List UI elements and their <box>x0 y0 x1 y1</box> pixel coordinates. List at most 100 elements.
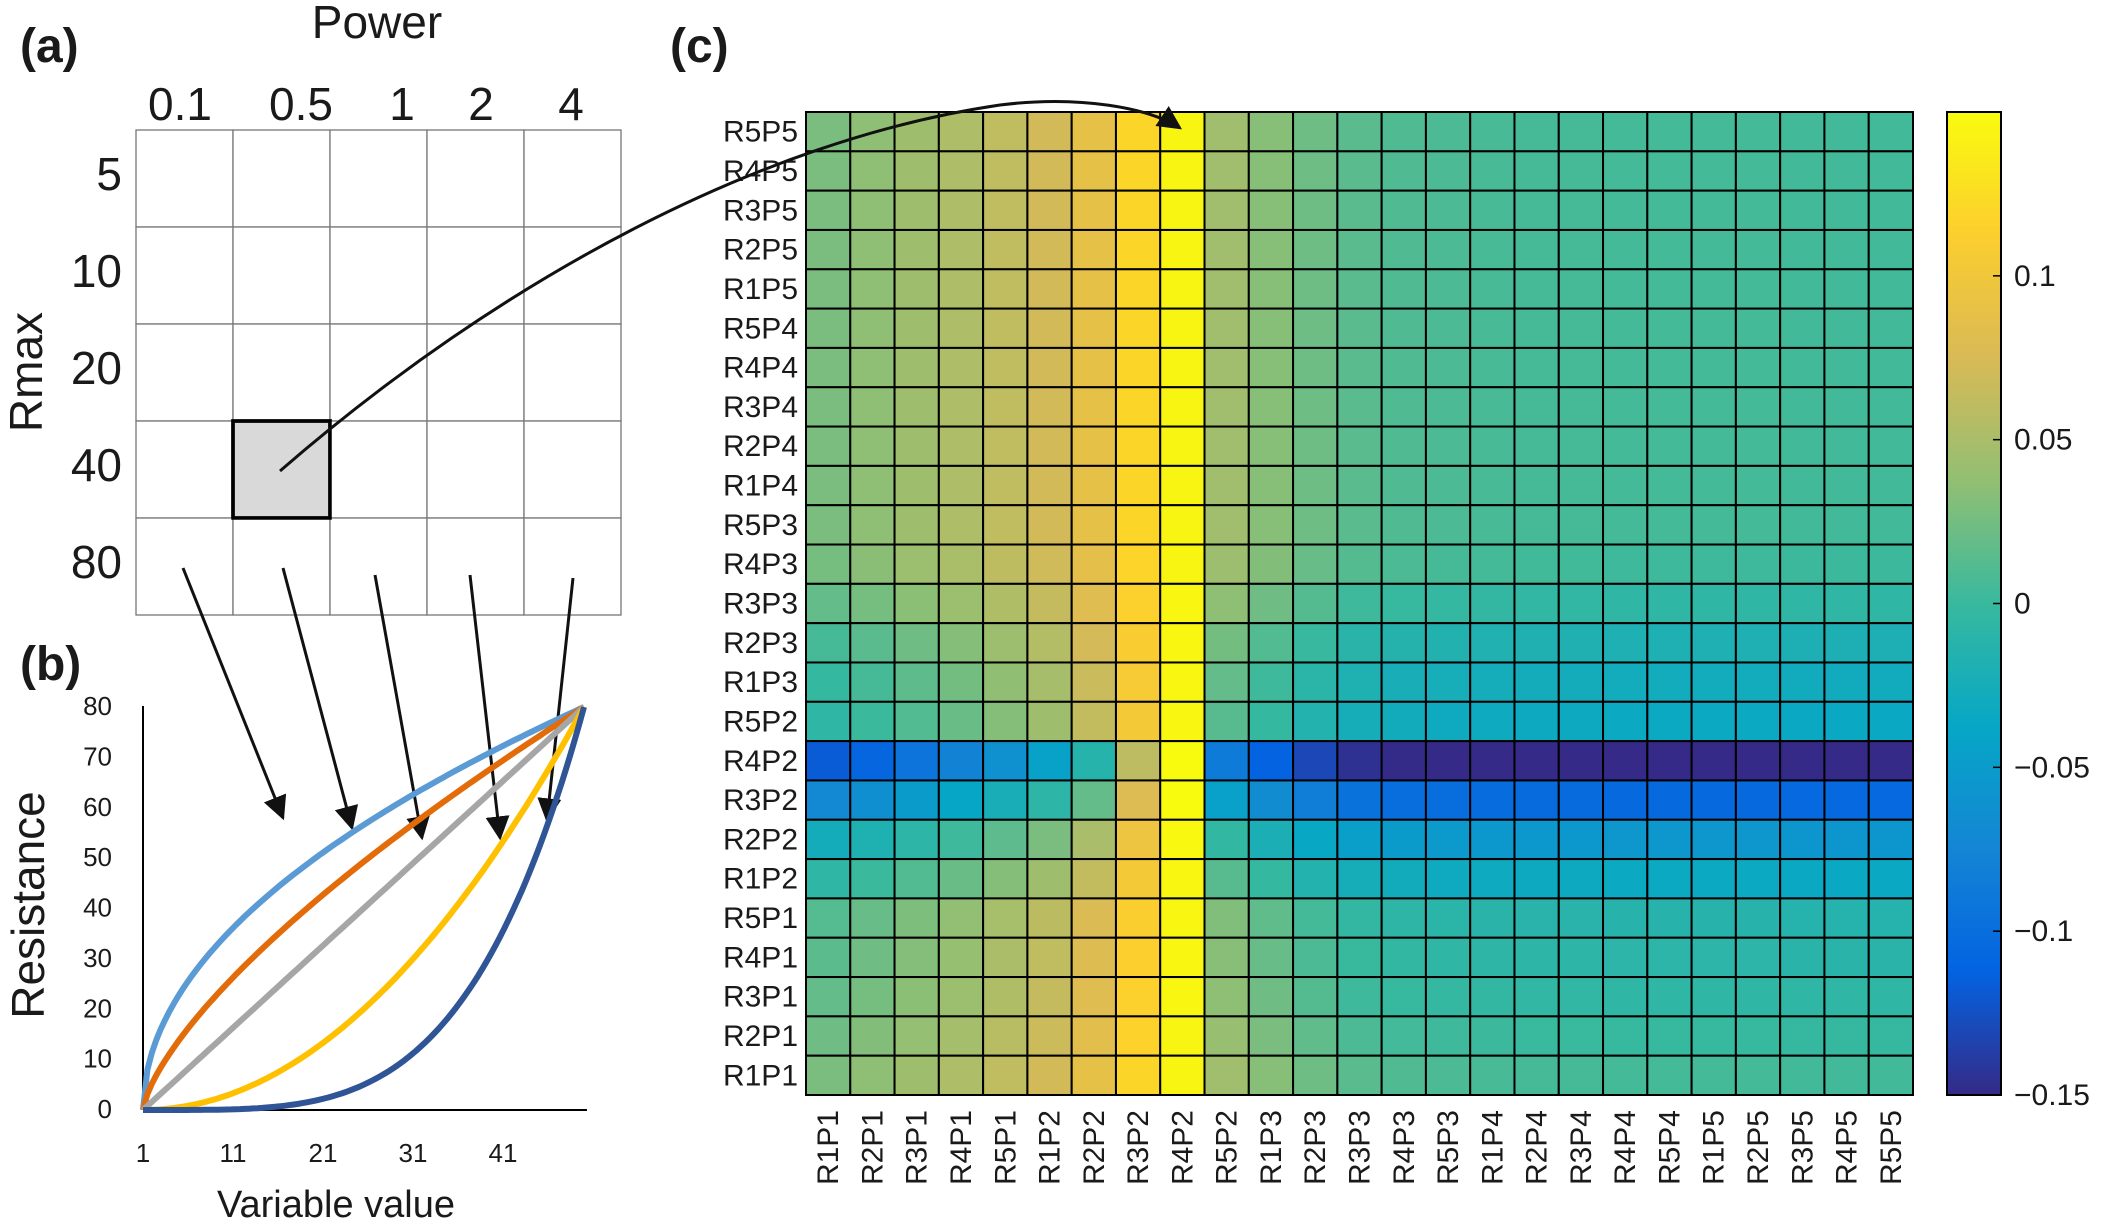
grid-cell <box>523 517 622 616</box>
heatmap-cell <box>893 779 940 821</box>
heatmap-cell <box>1247 111 1295 153</box>
heatmap-cell <box>1292 740 1339 782</box>
heatmap-cell <box>1247 740 1295 782</box>
heatmap-cell <box>1867 1015 1914 1057</box>
heatmap-cell <box>1734 504 1782 546</box>
heatmap-cell <box>1602 425 1649 467</box>
heatmap-cell <box>1734 661 1782 703</box>
resistance-tick-label: 30 <box>83 943 112 973</box>
heatmap-cell <box>1247 1054 1295 1097</box>
heatmap-cell <box>1203 897 1250 939</box>
heatmap-cell <box>1070 582 1117 625</box>
heatmap-cell <box>1513 504 1560 546</box>
heatmap-cell <box>982 346 1029 389</box>
variable-value-tick-label: 21 <box>309 1138 338 1168</box>
heatmap-cell <box>1203 1054 1250 1097</box>
heatmap-cell <box>1159 228 1206 271</box>
heatmap-cell <box>1070 936 1117 979</box>
heatmap-column-label: R4P1 <box>945 1110 978 1185</box>
heatmap-cell <box>849 897 896 939</box>
heatmap-cell <box>1203 386 1250 428</box>
grid-cell <box>426 129 525 228</box>
heatmap-cell <box>982 386 1029 428</box>
heatmap-cell <box>1823 858 1870 900</box>
heatmap-cell <box>805 464 852 507</box>
heatmap-cell <box>1203 779 1250 821</box>
heatmap-cell <box>1513 150 1560 192</box>
heatmap-cell <box>849 661 896 703</box>
heatmap-cell <box>1424 779 1472 821</box>
heatmap-cell <box>1513 111 1560 153</box>
heatmap-cell <box>849 858 896 900</box>
heatmap-cell <box>1114 740 1162 782</box>
heatmap-cell <box>1424 268 1472 310</box>
heatmap-cell <box>1026 386 1073 428</box>
heatmap-cell <box>1602 936 1649 979</box>
heatmap-cell <box>1026 936 1073 979</box>
rmax-tick-label: 5 <box>96 148 122 200</box>
heatmap-cell <box>849 582 896 625</box>
heatmap-row-label: R1P4 <box>723 470 798 503</box>
heatmap-cell <box>1336 897 1383 939</box>
heatmap-cell <box>1690 150 1737 192</box>
heatmap-cell <box>937 268 985 310</box>
heatmap-cell <box>1070 1015 1117 1057</box>
heatmap-cell <box>1292 897 1339 939</box>
heatmap-cell <box>1070 779 1117 821</box>
heatmap-cell <box>1513 307 1560 349</box>
heatmap-cell <box>1469 346 1516 389</box>
resistance-tick-label: 0 <box>98 1094 112 1124</box>
heatmap-cell <box>1690 700 1737 743</box>
heatmap-cell <box>1823 622 1870 664</box>
heatmap-cell <box>1513 936 1560 979</box>
grid-cell <box>232 323 331 422</box>
heatmap-cell <box>1779 740 1826 782</box>
resistance-tick-label: 50 <box>83 842 112 872</box>
heatmap-cell <box>1823 268 1870 310</box>
heatmap-cell <box>1159 189 1206 231</box>
heatmap-cell <box>937 936 985 979</box>
grid-cell <box>329 226 428 325</box>
heatmap-cell <box>1557 386 1605 428</box>
heatmap-cell <box>1734 897 1782 939</box>
heatmap-cell <box>937 346 985 389</box>
heatmap-cell <box>1424 622 1472 664</box>
heatmap-cell <box>1646 976 1693 1018</box>
heatmap-cell <box>1469 268 1516 310</box>
power-tick-label: 4 <box>558 78 584 130</box>
heatmap-cell <box>1779 858 1826 900</box>
heatmap-cell <box>1203 111 1250 153</box>
heatmap-cell <box>982 779 1029 821</box>
heatmap-column-label: R1P5 <box>1698 1110 1731 1185</box>
power-tick-label: 0.1 <box>148 78 212 130</box>
heatmap-cell <box>805 582 852 625</box>
heatmap-cell <box>1380 1054 1427 1097</box>
heatmap-cell <box>982 976 1029 1018</box>
heatmap-cell <box>1469 582 1516 625</box>
heatmap-cell <box>1070 700 1117 743</box>
heatmap-cell <box>1602 976 1649 1018</box>
heatmap-row-label: R5P3 <box>723 509 798 542</box>
heatmap-cell <box>1646 1054 1693 1097</box>
heatmap-cell <box>805 936 852 979</box>
heatmap-cell <box>1557 189 1605 231</box>
heatmap-cell <box>1602 622 1649 664</box>
heatmap-cell <box>1867 779 1914 821</box>
heatmap-cell <box>982 582 1029 625</box>
heatmap-row-label: R4P4 <box>723 352 798 385</box>
heatmap-cell <box>1734 1054 1782 1097</box>
heatmap-cell <box>893 622 940 664</box>
heatmap-cell <box>1867 268 1914 310</box>
heatmap-cell <box>1469 740 1516 782</box>
heatmap-cell <box>1070 897 1117 939</box>
heatmap-column-label: R3P4 <box>1565 1110 1598 1185</box>
heatmap-cell <box>1247 858 1295 900</box>
heatmap-cell <box>849 700 896 743</box>
heatmap-row-label: R3P5 <box>723 194 798 227</box>
heatmap-cell <box>1602 897 1649 939</box>
heatmap-cell <box>1823 346 1870 389</box>
heatmap-cell <box>1646 700 1693 743</box>
heatmap-cell <box>1779 779 1826 821</box>
heatmap-cell <box>937 976 985 1018</box>
heatmap-cell <box>1734 936 1782 979</box>
